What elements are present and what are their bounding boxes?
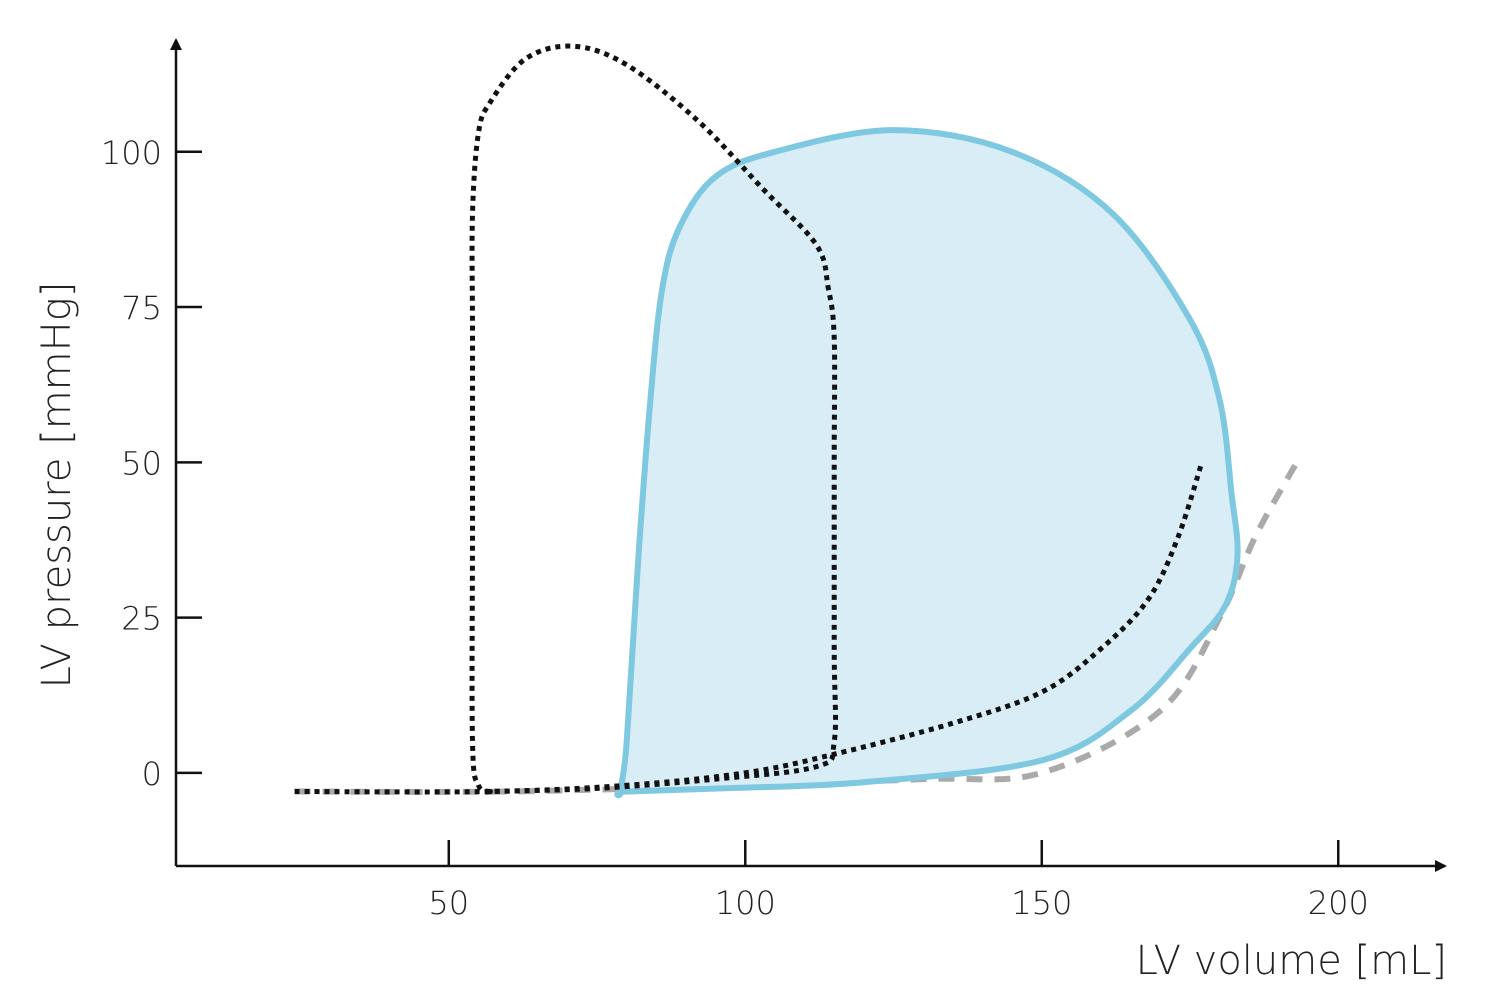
axes-layer: 50 100 150 200 0 25 50 75 100 bbox=[101, 38, 1447, 922]
x-tick-label: 100 bbox=[715, 884, 776, 922]
edpvr-dotted-curve bbox=[294, 461, 1205, 795]
y-tick-label: 50 bbox=[121, 444, 162, 482]
y-tick-label: 25 bbox=[121, 600, 162, 638]
y-tick-label: 0 bbox=[142, 755, 162, 793]
x-tick-label: 150 bbox=[1011, 884, 1072, 922]
x-axis-title: LV volume [mL] bbox=[1136, 938, 1447, 984]
pv-loop-filled bbox=[614, 127, 1241, 799]
y-axis-title: LV pressure [mmHg] bbox=[34, 282, 80, 689]
series-layer bbox=[294, 43, 1300, 799]
x-tick-label: 200 bbox=[1308, 884, 1369, 922]
x-tick-label: 50 bbox=[428, 884, 469, 922]
y-tick-label: 100 bbox=[101, 134, 162, 172]
y-tick-label: 75 bbox=[121, 289, 162, 327]
